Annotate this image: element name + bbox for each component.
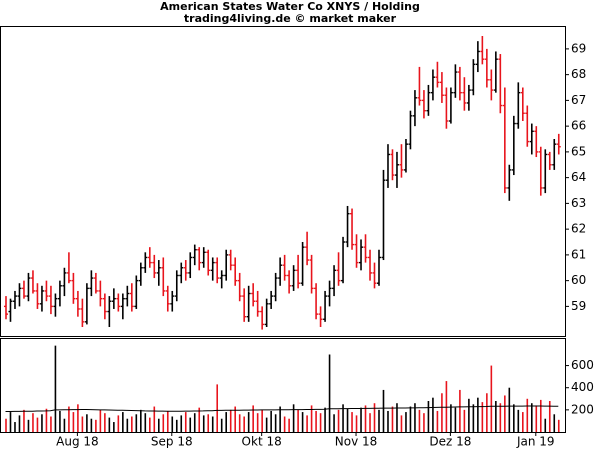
y-tick-label: 69 [571,41,586,55]
y-tick-label: 62 [571,222,586,236]
y-tick-label: 61 [571,247,586,261]
x-tick-label: Okt 18 [242,435,282,449]
x-tick-label: Aug 18 [56,435,99,449]
y-tick-label: 65 [571,144,586,158]
y-tick-label: 60 [571,273,586,287]
y2-tick-label: 400 [571,380,594,394]
y-tick-label: 68 [571,67,586,81]
y2-tick-label: 200 [571,402,594,416]
y2-tick-label: 600 [571,358,594,372]
price-panel [0,26,566,337]
x-tick-label: Sep 18 [151,435,193,449]
volume-panel [0,338,566,433]
y-tick-label: 64 [571,170,586,184]
volume-average [5,405,559,412]
x-tick-label: Dez 18 [429,435,471,449]
chart-title: American States Water Co XNYS / Holding [160,0,420,13]
x-tick-label: Jan 19 [516,435,555,449]
y-tick-label: 67 [571,93,586,107]
x-tick-label: Nov 18 [335,435,378,449]
y-tick-label: 63 [571,196,586,210]
y-tick-label: 66 [571,119,586,133]
y-tick-label: 59 [571,299,586,313]
chart-subtitle: trading4living.de © market maker [184,12,397,25]
